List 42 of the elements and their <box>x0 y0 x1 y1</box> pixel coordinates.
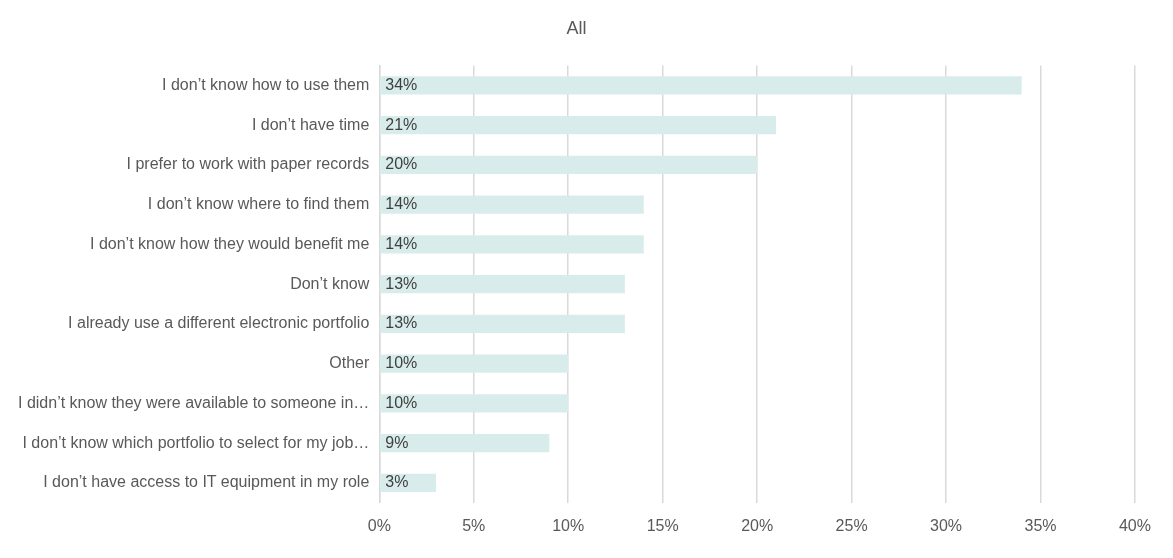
y-tick-label: Other <box>329 354 370 372</box>
bar <box>380 434 550 453</box>
data-label: 13% <box>385 314 418 332</box>
x-tick-label: 30% <box>930 516 963 534</box>
y-tick-label: I didn’t know they were available to someone in… <box>17 393 370 411</box>
bar <box>380 235 644 254</box>
x-tick-label: 0% <box>367 516 391 534</box>
data-label: 13% <box>385 274 418 292</box>
x-tick-label: 10% <box>552 516 585 534</box>
y-tick-label: I prefer to work with paper records <box>126 155 370 173</box>
y-tick-label: I don’t know which portfolio to select for my job… <box>22 433 370 451</box>
bar <box>380 116 777 135</box>
data-label: 20% <box>385 155 418 173</box>
x-tick-label: 25% <box>835 516 868 534</box>
bar <box>380 354 569 373</box>
bar <box>380 275 625 294</box>
bar <box>380 394 569 413</box>
data-label: 21% <box>385 115 418 133</box>
x-tick-label: 40% <box>1118 516 1151 534</box>
bar <box>380 76 1022 95</box>
y-tick-label: I don’t know where to find them <box>147 195 370 213</box>
x-tick-label: 5% <box>462 516 486 534</box>
data-label: 34% <box>385 75 418 93</box>
y-tick-label: I don’t know how to use them <box>162 75 370 93</box>
y-tick-label: I don’t have access to IT equipment in my role <box>43 473 370 491</box>
x-tick-label: 35% <box>1024 516 1057 534</box>
bar <box>380 314 625 334</box>
data-label: 10% <box>385 354 418 372</box>
data-label: 9% <box>385 433 409 451</box>
data-label: 3% <box>385 473 409 491</box>
x-tick-label: 15% <box>646 516 679 534</box>
y-tick-label: I don’t know how they would benefit me <box>90 234 370 252</box>
bar <box>380 195 644 214</box>
data-label: 14% <box>385 195 418 213</box>
chart-title: All <box>566 17 587 38</box>
x-tick-label: 20% <box>741 516 774 534</box>
data-label: 14% <box>385 234 418 252</box>
y-tick-label: I don’t have time <box>251 115 370 133</box>
data-label: 10% <box>385 393 418 411</box>
y-tick-label: Don’t know <box>290 274 370 292</box>
y-tick-label: I already use a different electronic portfolio <box>68 314 370 332</box>
bar <box>380 155 758 175</box>
